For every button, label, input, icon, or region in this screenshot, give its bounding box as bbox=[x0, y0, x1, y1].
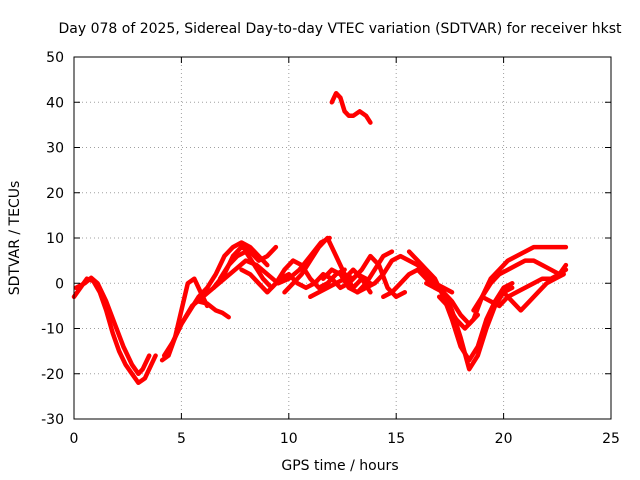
y-tick-label: 20 bbox=[46, 186, 64, 202]
series-satellite-track-6 bbox=[196, 299, 231, 320]
x-tick-label: 15 bbox=[387, 431, 405, 447]
series-satellite-track-20 bbox=[471, 258, 569, 313]
series-satellite-track-9 bbox=[239, 258, 347, 295]
y-tick-label: 30 bbox=[46, 141, 64, 157]
series-satellite-track-8 bbox=[217, 249, 369, 291]
chart-title: Day 078 of 2025, Sidereal Day-to-day VTE… bbox=[59, 21, 622, 37]
x-tick-label: 20 bbox=[495, 431, 513, 447]
y-axis-title: SDTVAR / TECUs bbox=[7, 181, 23, 296]
y-tick-label: -20 bbox=[41, 367, 64, 383]
y-tick-label: 40 bbox=[46, 95, 64, 111]
y-tick-label: 10 bbox=[46, 231, 64, 247]
series-satellite-track-11 bbox=[308, 267, 373, 300]
x-axis-title: GPS time / hours bbox=[281, 458, 398, 474]
series-satellite-track-19 bbox=[436, 244, 569, 331]
y-tick-label: -10 bbox=[41, 322, 64, 338]
series-satellite-track-3 bbox=[159, 276, 210, 363]
x-tick-label: 10 bbox=[280, 431, 298, 447]
x-tick-label: 0 bbox=[70, 431, 79, 447]
series-satellite-track-14 bbox=[342, 253, 408, 300]
series-satellite-track-13 bbox=[329, 90, 373, 125]
tick-layer: 0 5 10 15 20 25 -30 -20 -10 0 10 20 30 40 50 bbox=[41, 50, 620, 447]
y-tick-label: 50 bbox=[46, 50, 64, 66]
y-tick-label: -30 bbox=[41, 412, 64, 428]
x-tick-label: 25 bbox=[602, 431, 620, 447]
series-satellite-track-22 bbox=[492, 271, 566, 313]
series-satellite-track-2 bbox=[73, 275, 152, 377]
x-tick-label: 5 bbox=[177, 431, 186, 447]
series-satellite-track-10 bbox=[282, 235, 373, 295]
series-layer bbox=[71, 90, 569, 386]
y-tick-label: 0 bbox=[55, 276, 64, 292]
